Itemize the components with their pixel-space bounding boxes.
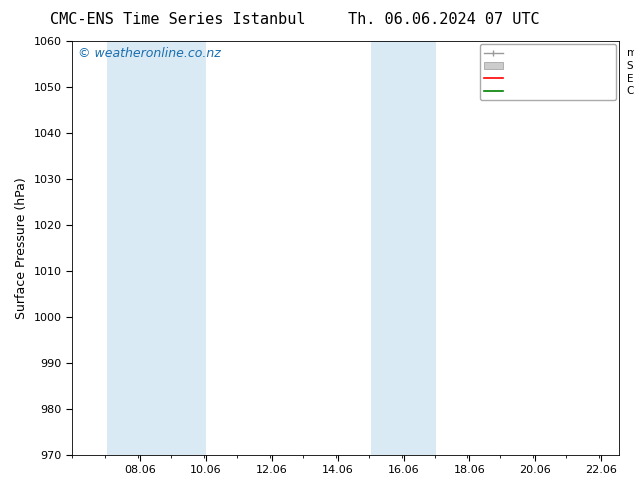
Text: Th. 06.06.2024 07 UTC: Th. 06.06.2024 07 UTC bbox=[348, 12, 540, 27]
Bar bbox=[371, 41, 436, 455]
Text: CMC-ENS Time Series Istanbul: CMC-ENS Time Series Istanbul bbox=[50, 12, 305, 27]
Legend: min/max, Standard deviation, Ensemble mean run, Controll run: min/max, Standard deviation, Ensemble me… bbox=[480, 44, 616, 100]
Text: © weatheronline.co.nz: © weatheronline.co.nz bbox=[77, 47, 221, 60]
Y-axis label: Surface Pressure (hPa): Surface Pressure (hPa) bbox=[15, 177, 28, 318]
Bar bbox=[107, 41, 206, 455]
